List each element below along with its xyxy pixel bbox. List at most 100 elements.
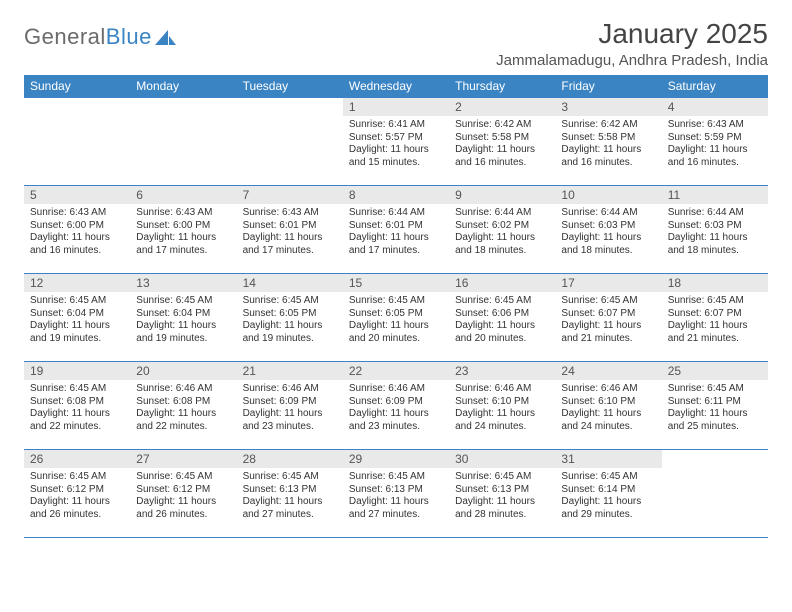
calendar-day-cell: 18Sunrise: 6:45 AMSunset: 6:07 PMDayligh… bbox=[662, 274, 768, 362]
day-details: Sunrise: 6:44 AMSunset: 6:01 PMDaylight:… bbox=[343, 204, 449, 261]
sunrise-text: Sunrise: 6:45 AM bbox=[30, 295, 124, 308]
sunrise-text: Sunrise: 6:43 AM bbox=[668, 119, 762, 132]
day-details: Sunrise: 6:46 AMSunset: 6:10 PMDaylight:… bbox=[449, 380, 555, 437]
day-details: Sunrise: 6:45 AMSunset: 6:05 PMDaylight:… bbox=[343, 292, 449, 349]
calendar-day-cell: 24Sunrise: 6:46 AMSunset: 6:10 PMDayligh… bbox=[555, 362, 661, 450]
daylight-text: and 17 minutes. bbox=[136, 245, 230, 258]
day-number: 8 bbox=[343, 186, 449, 204]
daylight-text: Daylight: 11 hours bbox=[136, 496, 230, 509]
day-number: 24 bbox=[555, 362, 661, 380]
sunset-text: Sunset: 6:07 PM bbox=[561, 308, 655, 321]
logo-sail-icon bbox=[155, 28, 177, 46]
sunset-text: Sunset: 6:01 PM bbox=[243, 220, 337, 233]
day-number: 22 bbox=[343, 362, 449, 380]
daylight-text: and 17 minutes. bbox=[349, 245, 443, 258]
weekday-header: Thursday bbox=[449, 75, 555, 98]
sunrise-text: Sunrise: 6:45 AM bbox=[668, 295, 762, 308]
sunrise-text: Sunrise: 6:44 AM bbox=[668, 207, 762, 220]
daylight-text: Daylight: 11 hours bbox=[455, 232, 549, 245]
calendar-day-cell: 27Sunrise: 6:45 AMSunset: 6:12 PMDayligh… bbox=[130, 450, 236, 538]
sunrise-text: Sunrise: 6:46 AM bbox=[455, 383, 549, 396]
daylight-text: Daylight: 11 hours bbox=[349, 144, 443, 157]
day-details: Sunrise: 6:43 AMSunset: 6:00 PMDaylight:… bbox=[130, 204, 236, 261]
daylight-text: Daylight: 11 hours bbox=[561, 320, 655, 333]
calendar-day-cell: 1Sunrise: 6:41 AMSunset: 5:57 PMDaylight… bbox=[343, 98, 449, 186]
daylight-text: Daylight: 11 hours bbox=[668, 320, 762, 333]
sunset-text: Sunset: 6:05 PM bbox=[349, 308, 443, 321]
day-number: 23 bbox=[449, 362, 555, 380]
day-number: 4 bbox=[662, 98, 768, 116]
day-number: 7 bbox=[237, 186, 343, 204]
daylight-text: and 15 minutes. bbox=[349, 157, 443, 170]
daylight-text: Daylight: 11 hours bbox=[349, 496, 443, 509]
day-number: 17 bbox=[555, 274, 661, 292]
calendar-day-cell: 10Sunrise: 6:44 AMSunset: 6:03 PMDayligh… bbox=[555, 186, 661, 274]
sunrise-text: Sunrise: 6:45 AM bbox=[243, 471, 337, 484]
daylight-text: Daylight: 11 hours bbox=[561, 408, 655, 421]
day-details: Sunrise: 6:45 AMSunset: 6:14 PMDaylight:… bbox=[555, 468, 661, 525]
sunrise-text: Sunrise: 6:45 AM bbox=[349, 471, 443, 484]
weekday-header: Saturday bbox=[662, 75, 768, 98]
sunrise-text: Sunrise: 6:45 AM bbox=[349, 295, 443, 308]
daylight-text: Daylight: 11 hours bbox=[243, 320, 337, 333]
day-details: Sunrise: 6:45 AMSunset: 6:04 PMDaylight:… bbox=[24, 292, 130, 349]
weekday-header: Friday bbox=[555, 75, 661, 98]
day-number: 31 bbox=[555, 450, 661, 468]
sunrise-text: Sunrise: 6:45 AM bbox=[561, 295, 655, 308]
sunset-text: Sunset: 5:58 PM bbox=[455, 132, 549, 145]
daylight-text: Daylight: 11 hours bbox=[455, 408, 549, 421]
daylight-text: Daylight: 11 hours bbox=[455, 320, 549, 333]
daylight-text: Daylight: 11 hours bbox=[349, 320, 443, 333]
sunset-text: Sunset: 6:06 PM bbox=[455, 308, 549, 321]
daylight-text: and 19 minutes. bbox=[30, 333, 124, 346]
day-details: Sunrise: 6:46 AMSunset: 6:09 PMDaylight:… bbox=[343, 380, 449, 437]
day-number: 25 bbox=[662, 362, 768, 380]
daylight-text: and 27 minutes. bbox=[349, 509, 443, 522]
sunset-text: Sunset: 6:13 PM bbox=[243, 484, 337, 497]
day-details: Sunrise: 6:45 AMSunset: 6:13 PMDaylight:… bbox=[343, 468, 449, 525]
sunset-text: Sunset: 6:08 PM bbox=[30, 396, 124, 409]
sunset-text: Sunset: 6:12 PM bbox=[136, 484, 230, 497]
day-details: Sunrise: 6:44 AMSunset: 6:03 PMDaylight:… bbox=[662, 204, 768, 261]
calendar-day-cell bbox=[130, 98, 236, 186]
daylight-text: Daylight: 11 hours bbox=[136, 408, 230, 421]
sunrise-text: Sunrise: 6:45 AM bbox=[243, 295, 337, 308]
daylight-text: Daylight: 11 hours bbox=[136, 320, 230, 333]
sunrise-text: Sunrise: 6:45 AM bbox=[30, 383, 124, 396]
calendar-day-cell: 14Sunrise: 6:45 AMSunset: 6:05 PMDayligh… bbox=[237, 274, 343, 362]
day-number: 5 bbox=[24, 186, 130, 204]
sunset-text: Sunset: 6:03 PM bbox=[668, 220, 762, 233]
daylight-text: and 19 minutes. bbox=[243, 333, 337, 346]
calendar-day-cell: 7 Sunrise: 6:43 AMSunset: 6:01 PMDaylight… bbox=[237, 186, 343, 274]
daylight-text: Daylight: 11 hours bbox=[668, 144, 762, 157]
sunset-text: Sunset: 6:10 PM bbox=[561, 396, 655, 409]
calendar-week-row: 26Sunrise: 6:45 AMSunset: 6:12 PMDayligh… bbox=[24, 450, 768, 538]
calendar-day-cell: 30Sunrise: 6:45 AMSunset: 6:13 PMDayligh… bbox=[449, 450, 555, 538]
day-details: Sunrise: 6:44 AMSunset: 6:02 PMDaylight:… bbox=[449, 204, 555, 261]
day-details: Sunrise: 6:43 AMSunset: 6:00 PMDaylight:… bbox=[24, 204, 130, 261]
sunrise-text: Sunrise: 6:44 AM bbox=[455, 207, 549, 220]
daylight-text: and 20 minutes. bbox=[455, 333, 549, 346]
day-number: 29 bbox=[343, 450, 449, 468]
calendar-day-cell: 22Sunrise: 6:46 AMSunset: 6:09 PMDayligh… bbox=[343, 362, 449, 450]
daylight-text: Daylight: 11 hours bbox=[243, 232, 337, 245]
calendar-day-cell: 16Sunrise: 6:45 AMSunset: 6:06 PMDayligh… bbox=[449, 274, 555, 362]
daylight-text: Daylight: 11 hours bbox=[561, 496, 655, 509]
daylight-text: Daylight: 11 hours bbox=[136, 232, 230, 245]
daylight-text: and 18 minutes. bbox=[561, 245, 655, 258]
calendar-day-cell bbox=[662, 450, 768, 538]
sunset-text: Sunset: 5:57 PM bbox=[349, 132, 443, 145]
daylight-text: and 18 minutes. bbox=[455, 245, 549, 258]
daylight-text: Daylight: 11 hours bbox=[30, 320, 124, 333]
sunrise-text: Sunrise: 6:46 AM bbox=[349, 383, 443, 396]
daylight-text: Daylight: 11 hours bbox=[561, 232, 655, 245]
sunrise-text: Sunrise: 6:42 AM bbox=[455, 119, 549, 132]
daylight-text: Daylight: 11 hours bbox=[243, 408, 337, 421]
day-number: 20 bbox=[130, 362, 236, 380]
day-details: Sunrise: 6:46 AMSunset: 6:09 PMDaylight:… bbox=[237, 380, 343, 437]
weekday-header-row: Sunday Monday Tuesday Wednesday Thursday… bbox=[24, 75, 768, 98]
sunrise-text: Sunrise: 6:44 AM bbox=[561, 207, 655, 220]
sunrise-text: Sunrise: 6:43 AM bbox=[243, 207, 337, 220]
sunrise-text: Sunrise: 6:45 AM bbox=[668, 383, 762, 396]
sunrise-text: Sunrise: 6:46 AM bbox=[243, 383, 337, 396]
